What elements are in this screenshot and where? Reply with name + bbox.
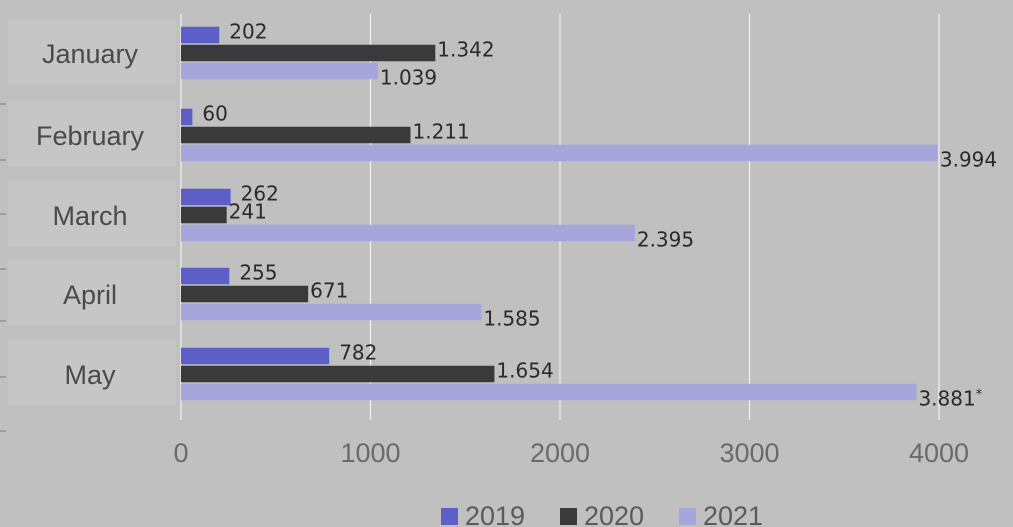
x-tick-label-3: 3000 bbox=[719, 438, 779, 468]
bar-2021-may bbox=[181, 383, 917, 401]
legend-label-2019: 2019 bbox=[465, 501, 525, 527]
bar-2020-january bbox=[181, 44, 436, 62]
data-label-2020-march: 241 bbox=[229, 199, 267, 223]
category-label-february: February bbox=[36, 121, 145, 151]
x-axis-ticks: 0 1000 2000 3000 4000 bbox=[173, 438, 969, 468]
data-label-2020-february: 1.211 bbox=[412, 119, 469, 143]
category-label-january: January bbox=[42, 39, 139, 69]
category-box-may bbox=[8, 340, 176, 406]
category-box-january bbox=[8, 19, 176, 85]
bar-2019-january bbox=[181, 26, 220, 44]
data-label-2021-march: 2.395 bbox=[637, 227, 694, 251]
bar-2019-march bbox=[181, 188, 231, 206]
bar-2019-may bbox=[181, 347, 330, 365]
bar-2019-april bbox=[181, 267, 230, 285]
data-label-2021-february: 3.994 bbox=[940, 147, 997, 171]
category-box-april bbox=[8, 260, 176, 326]
x-tick-label-0: 0 bbox=[173, 438, 188, 468]
data-label-2019-may: 782 bbox=[339, 340, 377, 364]
x-tick-label-2: 2000 bbox=[530, 438, 590, 468]
bar-2021-february bbox=[181, 144, 938, 162]
x-tick-label-1: 1000 bbox=[340, 438, 400, 468]
bar-2021-april bbox=[181, 303, 482, 321]
data-label-2020-april: 671 bbox=[310, 278, 348, 302]
bars bbox=[181, 26, 938, 401]
bar-2019-february bbox=[181, 108, 193, 126]
category-label-march: March bbox=[52, 201, 127, 231]
data-label-2021-may: 3.881* bbox=[918, 386, 982, 410]
bar-2020-march bbox=[181, 206, 227, 224]
bar-2021-january bbox=[181, 62, 378, 80]
data-label-2019-february: 60 bbox=[202, 101, 227, 125]
category-labels: January February March April May bbox=[8, 19, 176, 406]
legend: 2019 2020 2021 bbox=[441, 501, 763, 527]
data-label-2019-april: 255 bbox=[239, 260, 277, 284]
data-label-2019-march: 262 bbox=[241, 181, 279, 205]
data-label-2021-january: 1.039 bbox=[380, 65, 437, 89]
data-label-2020-may: 1.654 bbox=[496, 358, 553, 382]
grid-lines bbox=[0, 14, 940, 432]
bar-2020-april bbox=[181, 285, 309, 303]
data-label-2021-april: 1.585 bbox=[483, 306, 540, 330]
data-label-2019-january: 202 bbox=[229, 19, 267, 43]
legend-swatch-2019 bbox=[441, 508, 458, 525]
legend-swatch-2021 bbox=[679, 508, 696, 525]
legend-label-2021: 2021 bbox=[703, 501, 763, 527]
bar-2020-february bbox=[181, 126, 411, 144]
category-label-may: May bbox=[64, 360, 116, 390]
bar-2021-march bbox=[181, 224, 635, 242]
category-box-february bbox=[8, 101, 176, 167]
legend-swatch-2020 bbox=[560, 508, 577, 525]
x-tick-label-4: 4000 bbox=[909, 438, 969, 468]
bar-2020-may bbox=[181, 365, 495, 383]
data-label-2020-january: 1.342 bbox=[437, 37, 494, 61]
legend-label-2020: 2020 bbox=[584, 501, 644, 527]
category-label-april: April bbox=[63, 280, 117, 310]
category-box-march bbox=[8, 181, 176, 247]
